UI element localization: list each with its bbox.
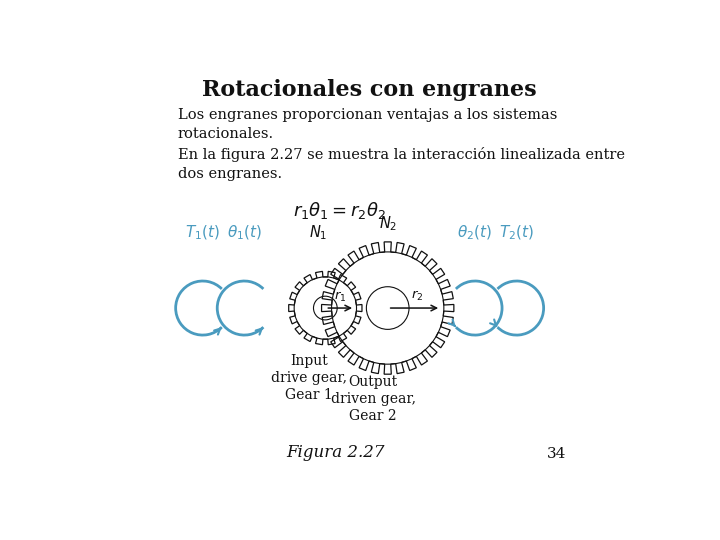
Text: Los engranes proporcionan ventajas a los sistemas
rotacionales.
En la figura 2.2: Los engranes proporcionan ventajas a los…: [178, 109, 625, 181]
Text: $r_2$: $r_2$: [410, 289, 423, 303]
Text: 34: 34: [547, 447, 567, 461]
Text: Figura 2.27: Figura 2.27: [287, 444, 385, 461]
Text: Output
driven gear,
Gear 2: Output driven gear, Gear 2: [330, 375, 415, 423]
Text: $T_2(t)$: $T_2(t)$: [499, 223, 534, 241]
Text: $N_1$: $N_1$: [309, 223, 328, 241]
Text: $r_1\theta_1 = r_2\theta_2$: $r_1\theta_1 = r_2\theta_2$: [293, 200, 387, 221]
Text: Rotacionales con engranes: Rotacionales con engranes: [202, 79, 536, 102]
Text: $r_1$: $r_1$: [334, 290, 346, 304]
Text: $T_1(t)$: $T_1(t)$: [185, 223, 220, 241]
Text: Input
drive gear,
Gear 1: Input drive gear, Gear 1: [271, 354, 347, 402]
Text: $N_2$: $N_2$: [379, 214, 397, 233]
Text: $\theta_2(t)$: $\theta_2(t)$: [457, 223, 492, 241]
Text: $\theta_1(t)$: $\theta_1(t)$: [227, 223, 262, 241]
